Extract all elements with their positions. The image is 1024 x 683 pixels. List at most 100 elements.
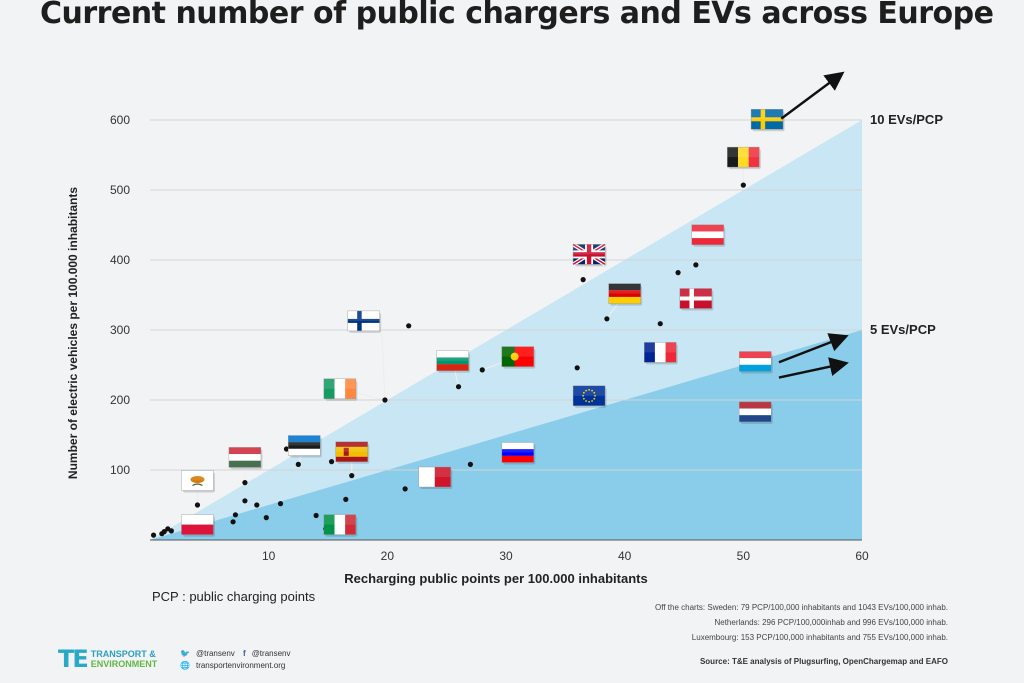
x-tick-label: 40	[618, 549, 632, 563]
flag-malta	[418, 466, 453, 489]
twitter-handle[interactable]: @transenv	[195, 649, 235, 658]
source-note: Source: T&E analysis of Plugsurfing, Ope…	[699, 657, 948, 666]
flag-sheen	[751, 109, 784, 120]
flag-field	[501, 346, 515, 367]
flag-stripe	[501, 442, 534, 450]
flag-sheen	[727, 147, 760, 158]
flag-stripe	[738, 147, 749, 168]
flag-sheen	[335, 441, 368, 452]
facebook-handle[interactable]: @transenv	[251, 649, 291, 658]
reference-line-labels: 10 EVs/PCP 5 EVs/PCP	[870, 112, 943, 337]
flag-stripe	[739, 415, 772, 422]
flag-sheen	[323, 378, 356, 389]
data-point	[230, 519, 236, 525]
data-point	[693, 262, 699, 268]
flag-stripe	[654, 342, 666, 363]
flag-stripe	[739, 401, 772, 409]
y-tick-label: 500	[110, 183, 130, 197]
flag-stripe	[323, 514, 335, 535]
flag-stripe	[739, 351, 772, 359]
flag-austria	[691, 224, 726, 247]
flag-sheen	[181, 514, 214, 525]
flag-poland	[181, 514, 215, 537]
page-title: Current number of public chargers and EV…	[40, 0, 994, 31]
flag-stripe	[323, 378, 335, 399]
flag-border	[572, 385, 606, 406]
flag-border	[323, 514, 357, 535]
data-point	[455, 384, 462, 390]
flag-star	[588, 400, 590, 403]
website-link[interactable]: transportenvironment.org	[195, 661, 286, 670]
flag-stripe	[345, 378, 356, 399]
data-point	[349, 473, 355, 479]
flag-border	[691, 224, 724, 246]
flag-border	[288, 435, 321, 456]
flag-stripe	[739, 358, 772, 365]
flag-france	[644, 342, 678, 365]
data-point	[402, 486, 408, 492]
flag-border	[739, 351, 772, 372]
flag-portugal	[501, 346, 536, 369]
flag-stripe	[608, 290, 641, 297]
flag-star	[582, 397, 585, 400]
data-point	[168, 528, 174, 534]
data-point	[343, 496, 349, 502]
flag-spain	[335, 441, 370, 464]
flag-sheen	[436, 350, 469, 361]
data-point	[232, 512, 239, 518]
footnote-line: Netherlands: 296 PCP/100,000inhab and 99…	[714, 618, 948, 627]
flag-stripe	[181, 514, 214, 525]
flag-belgium	[727, 146, 761, 170]
flag-united-kingdom	[572, 242, 607, 267]
flag-emblem	[192, 483, 203, 487]
data-point	[150, 532, 157, 538]
flag-stripe	[739, 408, 772, 416]
footnote-line: Off the charts: Sweden: 79 PCP/100,000 i…	[655, 603, 948, 612]
flag-cross	[751, 117, 784, 122]
leader-line	[380, 320, 386, 401]
flag-sheen	[418, 467, 451, 477]
flag-border	[572, 244, 606, 265]
twitter-icon: 🐦	[180, 649, 190, 658]
flag-sheen	[691, 224, 724, 235]
logo-line-1: TRANSPORT &	[90, 649, 156, 659]
flag-stripe	[418, 467, 435, 487]
flag-stripe	[345, 514, 356, 535]
flag-border	[228, 447, 262, 468]
flag-star	[591, 400, 593, 402]
data-point	[467, 461, 473, 467]
flag-stripe	[434, 467, 451, 487]
flag-border	[436, 350, 469, 371]
flag-sheen	[288, 435, 321, 446]
flag-stripe	[436, 357, 469, 365]
x-tick-label: 10	[262, 549, 276, 563]
y-tick-label: 300	[110, 323, 130, 337]
flag-cross	[573, 252, 606, 257]
social-links: 🐦 @transenv f @transenv 🌐 transportenvironm…	[180, 648, 297, 672]
data-point	[382, 397, 388, 403]
x-tick-label: 50	[737, 549, 751, 563]
flag-sheen	[608, 283, 641, 294]
flag-sheen	[739, 401, 772, 412]
off-chart-arrow	[778, 357, 849, 379]
flag-hungary	[228, 447, 263, 470]
flag-star	[588, 388, 590, 391]
x-axis-label: Recharging public points per 100.000 inh…	[344, 571, 647, 586]
flag-stripe	[665, 342, 677, 363]
flag-stripe	[181, 524, 214, 535]
off-chart-footnotes: Off the charts: Sweden: 79 PCP/100,000 i…	[655, 600, 948, 645]
flag-border	[181, 514, 214, 535]
axes: 100 200 300 400 500 600 10 20 30 40 50 60 Recharging…	[66, 113, 869, 586]
flag-star	[591, 389, 593, 392]
flag-stripe	[288, 435, 321, 443]
flag-border	[727, 146, 760, 168]
flag-germany	[608, 283, 643, 306]
flag-stripe	[501, 449, 534, 456]
flag-sheen	[644, 342, 677, 353]
flag-border	[608, 283, 641, 304]
flag-star	[593, 397, 596, 400]
flag-stripe	[228, 447, 261, 455]
data-point	[406, 323, 412, 329]
flag-stripe	[608, 283, 641, 291]
flag-ireland	[323, 378, 358, 401]
